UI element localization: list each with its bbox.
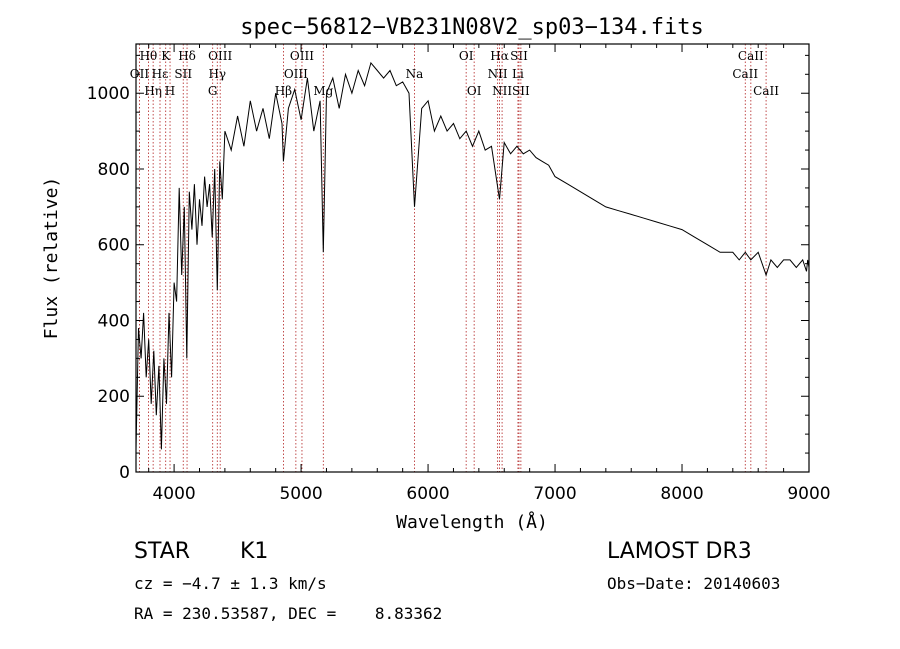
object-class: STAR [134, 539, 191, 564]
line-marker-label: CaII [753, 84, 779, 98]
y-axis-ticks: 0 200 400 600 800 1000 [87, 54, 809, 483]
x-tick-label: 5000 [279, 484, 322, 504]
x-tick-label: 6000 [406, 484, 449, 504]
line-marker-label: NII [492, 84, 512, 98]
x-tick-label: 8000 [660, 484, 703, 504]
line-marker-label: OIII [208, 49, 232, 63]
x-tick-label: 4000 [152, 484, 195, 504]
line-marker-label: Hδ [178, 49, 196, 63]
line-marker-label: Hγ [208, 67, 226, 81]
observation-date: Obs−Date: 20140603 [607, 574, 781, 593]
line-marker-label: Na [406, 67, 424, 81]
x-axis-label: Wavelength (Å) [396, 511, 548, 533]
line-marker-label: Hβ [275, 84, 292, 98]
x-tick-label: 7000 [533, 484, 576, 504]
spectrum-line [135, 61, 810, 450]
line-marker-label: OI [467, 84, 482, 98]
line-marker-label: NII [488, 67, 508, 81]
line-marker-label: CaII [732, 67, 758, 81]
line-marker-label: H [165, 84, 175, 98]
line-marker-label: OIII [290, 49, 314, 63]
y-axis-label: Flux (relative) [41, 177, 62, 340]
line-marker-label: Li [512, 67, 524, 81]
line-marker-label: SII [174, 67, 192, 81]
y-tick-label: 800 [98, 160, 130, 180]
x-axis-ticks: 4000 5000 6000 7000 8000 9000 [148, 44, 831, 504]
object-subclass: K1 [240, 539, 269, 564]
x-tick-label: 9000 [787, 484, 830, 504]
y-tick-label: 400 [98, 311, 130, 331]
line-marker-label: Hθ [140, 49, 158, 63]
line-marker-label: OI [459, 49, 474, 63]
ra-dec: RA = 230.53587, DEC = 8.83362 [134, 604, 443, 623]
line-marker-label: OIII [284, 67, 308, 81]
line-marker-label: Mg [313, 84, 333, 98]
chart-title: spec−56812−VB231N08V2_sp03−134.fits [240, 15, 704, 40]
line-marker-label: G [208, 84, 218, 98]
line-marker-label: SII [510, 49, 528, 63]
redshift-velocity: cz = −4.7 ± 1.3 km/s [134, 574, 327, 593]
line-marker-label: SII [512, 84, 530, 98]
y-tick-label: 0 [119, 463, 130, 483]
line-marker-label: Hα [490, 49, 509, 63]
line-marker-label: K [161, 49, 171, 63]
line-marker-label: Hη [144, 84, 162, 98]
survey-name: LAMOST DR3 [607, 539, 752, 564]
line-marker-label: Hε [152, 67, 169, 81]
y-tick-label: 200 [98, 387, 130, 407]
line-marker-label: CaII [738, 49, 764, 63]
plot-frame [135, 43, 810, 473]
y-tick-label: 1000 [87, 84, 130, 104]
y-tick-label: 600 [98, 236, 130, 256]
